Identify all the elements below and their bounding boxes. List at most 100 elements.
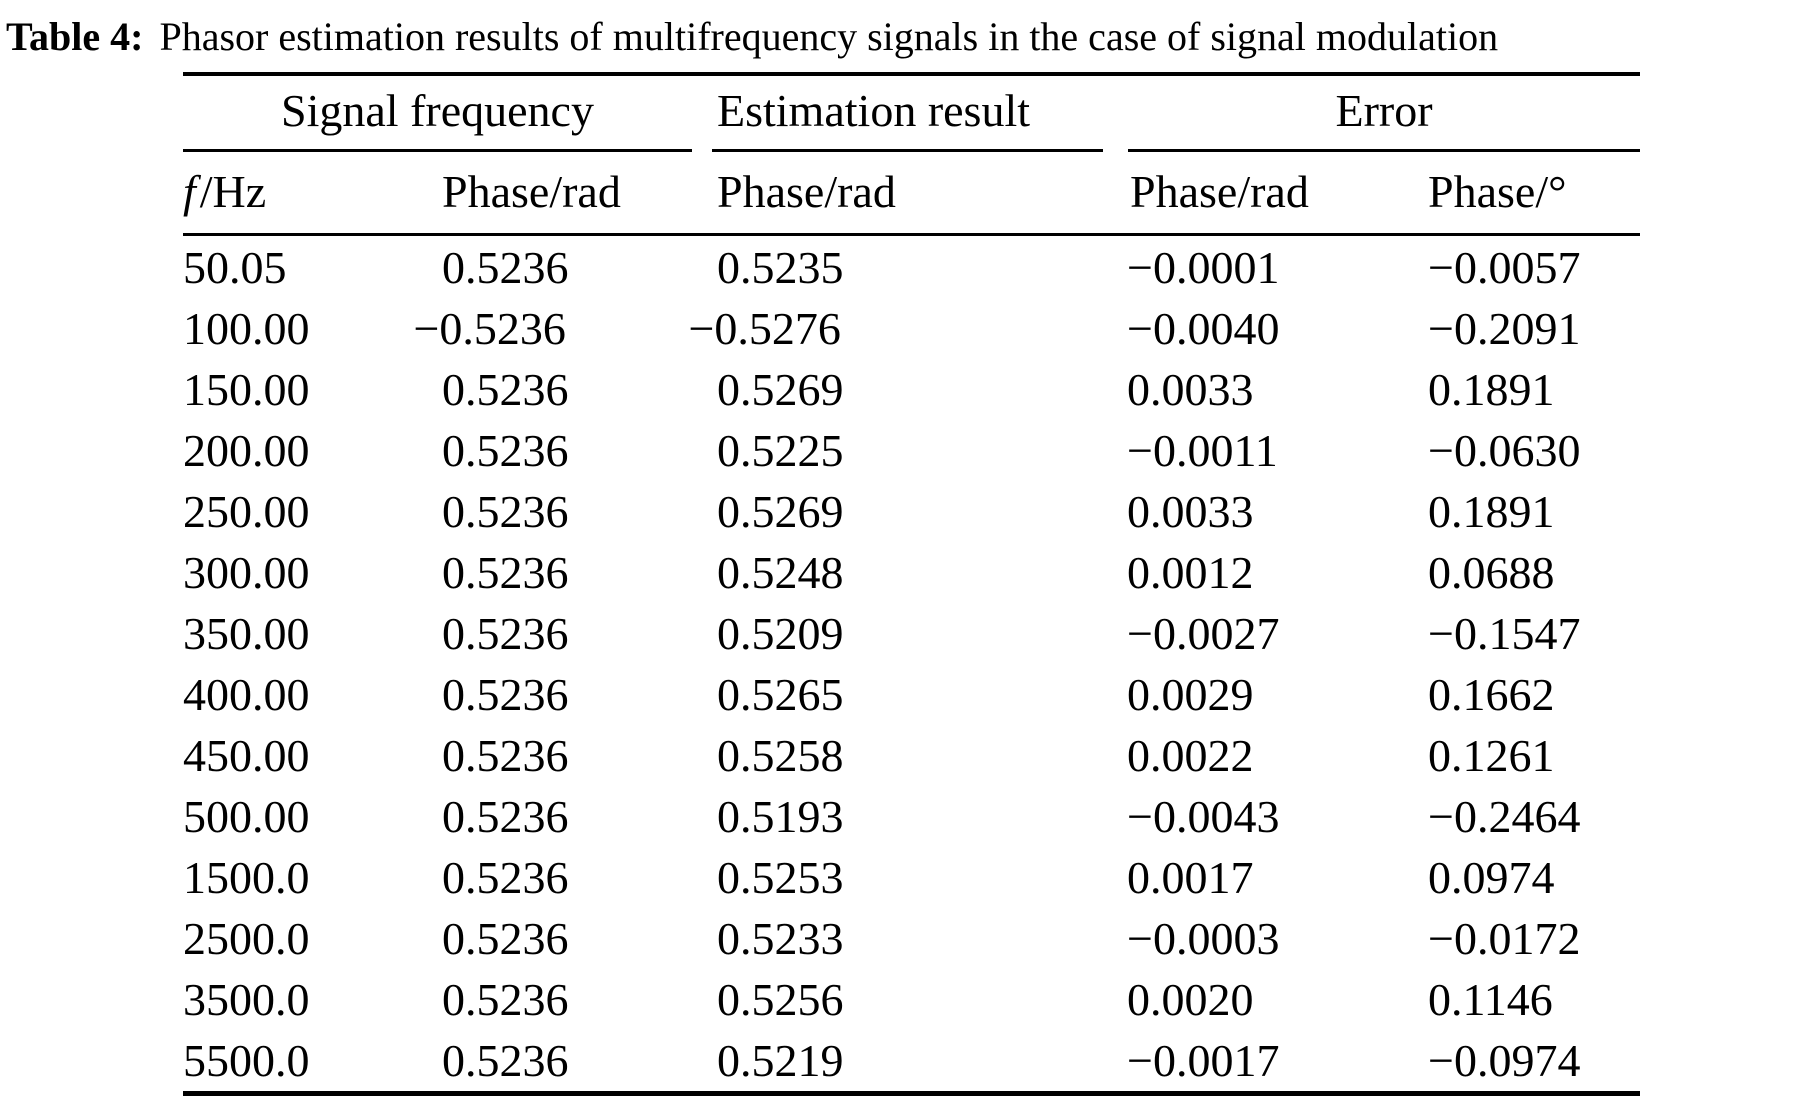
table-row: 100.00 −0.5236 −0.5276 −0.0040 −0.2091 <box>183 298 1640 359</box>
cell-signal-phase: 0.5236 <box>442 1034 569 1086</box>
group-header-estimation-result: Estimation result <box>717 84 1031 136</box>
cell-error-deg: 0.1891 <box>1428 485 1555 537</box>
cell-error-rad: −0.0003 <box>1127 912 1280 964</box>
table-caption-label: Table 4: <box>6 14 144 59</box>
cell-estimated-phase: 0.5248 <box>717 546 844 598</box>
cell-error-deg: −0.0630 <box>1428 424 1581 476</box>
cell-frequency: 450.00 <box>183 729 310 781</box>
cell-error-rad: 0.0029 <box>1127 668 1254 720</box>
cell-estimated-phase: 0.5235 <box>717 241 844 293</box>
table-row: 5500.0 0.5236 0.5219 −0.0017 −0.0974 <box>183 1030 1640 1091</box>
column-header-frequency: f/Hz <box>183 152 442 230</box>
header-rule <box>183 233 1640 236</box>
cell-error-rad: −0.0043 <box>1127 790 1280 842</box>
cell-estimated-phase: 0.5209 <box>717 607 844 659</box>
cell-error-deg: −0.0974 <box>1428 1034 1581 1086</box>
cell-signal-phase: 0.5236 <box>442 363 569 415</box>
cell-error-deg: 0.0974 <box>1428 851 1555 903</box>
cmidrule-estimation <box>712 149 1103 152</box>
cmidrule-error <box>1128 149 1640 152</box>
cell-estimated-phase: 0.5219 <box>717 1034 844 1086</box>
cell-error-deg: −0.2464 <box>1428 790 1581 842</box>
cell-signal-phase: 0.5236 <box>442 668 569 720</box>
column-header-f-unit: /Hz <box>199 165 267 217</box>
cell-signal-phase: 0.5236 <box>442 851 569 903</box>
table-row: 250.00 0.5236 0.5269 0.0033 0.1891 <box>183 481 1640 542</box>
cell-estimated-phase: 0.5269 <box>717 363 844 415</box>
table-row: 3500.0 0.5236 0.5256 0.0020 0.1146 <box>183 969 1640 1030</box>
table-caption: Table 4: Phasor estimation results of mul… <box>6 12 1498 62</box>
cell-error-rad: −0.0001 <box>1127 241 1280 293</box>
cell-signal-phase: 0.5236 <box>442 607 569 659</box>
table-row: 150.00 0.5236 0.5269 0.0033 0.1891 <box>183 359 1640 420</box>
cell-signal-phase: 0.5236 <box>442 790 569 842</box>
column-header-error-rad: Phase/rad <box>1130 165 1309 217</box>
cell-error-rad: −0.0040 <box>1127 302 1280 354</box>
cell-error-rad: 0.0033 <box>1127 485 1254 537</box>
cell-error-deg: −0.0057 <box>1428 241 1581 293</box>
cell-error-deg: 0.1891 <box>1428 363 1555 415</box>
cell-error-deg: 0.1146 <box>1428 973 1553 1025</box>
cell-frequency: 50.05 <box>183 241 287 293</box>
cell-signal-phase: 0.5236 <box>442 973 569 1025</box>
cell-signal-phase: 0.5236 <box>442 424 569 476</box>
cell-estimated-phase: 0.5233 <box>717 912 844 964</box>
table-row: 350.00 0.5236 0.5209 −0.0027 −0.1547 <box>183 603 1640 664</box>
cell-error-rad: 0.0022 <box>1127 729 1254 781</box>
cell-estimated-phase: 0.5225 <box>717 424 844 476</box>
cell-estimated-phase: 0.5269 <box>717 485 844 537</box>
column-header-f-symbol: f <box>183 165 196 217</box>
cell-frequency: 200.00 <box>183 424 310 476</box>
cell-error-rad: −0.0017 <box>1127 1034 1280 1086</box>
cell-error-rad: 0.0020 <box>1127 973 1254 1025</box>
bottom-rule <box>183 1091 1640 1096</box>
cell-error-rad: 0.0017 <box>1127 851 1254 903</box>
table-row: 300.00 0.5236 0.5248 0.0012 0.0688 <box>183 542 1640 603</box>
cell-signal-phase: 0.5236 <box>442 485 569 537</box>
table-row: 500.00 0.5236 0.5193 −0.0043 −0.2464 <box>183 786 1640 847</box>
cell-error-deg: −0.1547 <box>1428 607 1581 659</box>
cell-frequency: 500.00 <box>183 790 310 842</box>
group-header-error: Error <box>1335 84 1433 136</box>
cell-signal-phase: 0.5236 <box>442 241 569 293</box>
top-rule <box>183 72 1640 76</box>
table-caption-text: Phasor estimation results of multifreque… <box>159 14 1499 59</box>
group-header-signal-frequency: Signal frequency <box>281 84 594 136</box>
cell-error-deg: −0.2091 <box>1428 302 1581 354</box>
cell-signal-phase: −0.5236 <box>413 302 566 354</box>
column-header-estimated-phase: Phase/rad <box>717 165 896 217</box>
cell-estimated-phase: −0.5276 <box>688 302 841 354</box>
cell-signal-phase: 0.5236 <box>442 912 569 964</box>
cell-frequency: 2500.0 <box>183 912 310 964</box>
cell-frequency: 150.00 <box>183 363 310 415</box>
table-row: 400.00 0.5236 0.5265 0.0029 0.1662 <box>183 664 1640 725</box>
cell-frequency: 300.00 <box>183 546 310 598</box>
cell-signal-phase: 0.5236 <box>442 546 569 598</box>
cmidrule-signal <box>183 149 692 152</box>
table-row: 200.00 0.5236 0.5225 −0.0011 −0.0630 <box>183 420 1640 481</box>
cell-frequency: 1500.0 <box>183 851 310 903</box>
cell-estimated-phase: 0.5258 <box>717 729 844 781</box>
cell-frequency: 350.00 <box>183 607 310 659</box>
table-body: 50.05 0.5236 0.5235 −0.0001 −0.0057 100.00 −0.… <box>183 237 1640 1091</box>
cell-estimated-phase: 0.5193 <box>717 790 844 842</box>
cell-frequency: 250.00 <box>183 485 310 537</box>
cell-error-rad: 0.0012 <box>1127 546 1254 598</box>
cell-estimated-phase: 0.5256 <box>717 973 844 1025</box>
table-row: 50.05 0.5236 0.5235 −0.0001 −0.0057 <box>183 237 1640 298</box>
cell-error-deg: 0.0688 <box>1428 546 1555 598</box>
column-header-error-deg: Phase/° <box>1428 165 1567 217</box>
cell-error-deg: 0.1261 <box>1428 729 1555 781</box>
cell-frequency: 100.00 <box>183 302 310 354</box>
cell-estimated-phase: 0.5253 <box>717 851 844 903</box>
cell-frequency: 5500.0 <box>183 1034 310 1086</box>
table-row: 1500.0 0.5236 0.5253 0.0017 0.0974 <box>183 847 1640 908</box>
cell-frequency: 3500.0 <box>183 973 310 1025</box>
cell-signal-phase: 0.5236 <box>442 729 569 781</box>
cell-error-rad: 0.0033 <box>1127 363 1254 415</box>
table-row: 450.00 0.5236 0.5258 0.0022 0.1261 <box>183 725 1640 786</box>
column-header-signal-phase: Phase/rad <box>442 165 621 217</box>
cell-frequency: 400.00 <box>183 668 310 720</box>
cell-error-deg: 0.1662 <box>1428 668 1555 720</box>
